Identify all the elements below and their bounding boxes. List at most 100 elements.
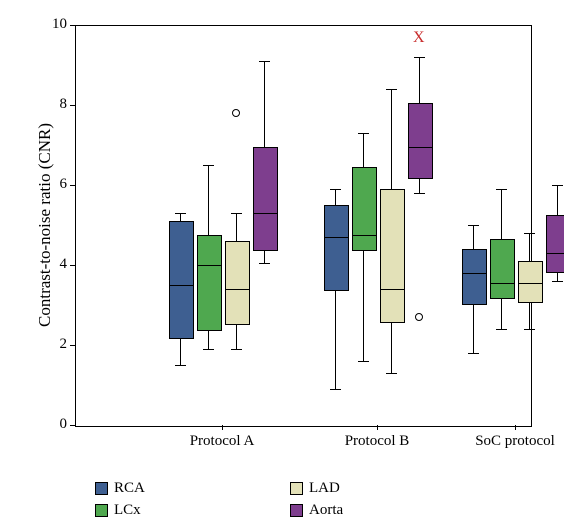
y-tick-mark xyxy=(70,105,75,106)
box xyxy=(462,249,487,305)
median-line xyxy=(324,237,348,238)
whisker-cap xyxy=(231,213,242,214)
whisker xyxy=(501,189,502,239)
median-line xyxy=(253,213,277,214)
y-tick-mark xyxy=(70,425,75,426)
box xyxy=(380,189,405,323)
legend-swatch xyxy=(95,504,108,517)
plot-area xyxy=(75,25,532,427)
box xyxy=(169,221,194,339)
y-tick-mark xyxy=(70,185,75,186)
whisker xyxy=(180,213,181,221)
x-tick-mark xyxy=(222,425,223,430)
box xyxy=(253,147,278,251)
whisker-cap xyxy=(496,329,507,330)
outlier-point xyxy=(232,109,240,117)
whisker xyxy=(529,233,530,261)
whisker-cap xyxy=(330,189,341,190)
whisker xyxy=(473,303,474,353)
box xyxy=(408,103,433,179)
median-line xyxy=(225,289,249,290)
whisker xyxy=(501,297,502,329)
annotation-marker: X xyxy=(413,29,425,47)
box xyxy=(518,261,543,303)
y-axis-label: Contrast-to-noise ratio (CNR) xyxy=(35,95,55,355)
whisker xyxy=(335,289,336,389)
y-tick-label: 10 xyxy=(37,16,67,33)
y-tick-label: 4 xyxy=(37,256,67,273)
whisker-cap xyxy=(259,61,270,62)
legend-item: RCA xyxy=(95,480,145,497)
y-tick-label: 8 xyxy=(37,96,67,113)
whisker-cap xyxy=(524,329,535,330)
box xyxy=(197,235,222,331)
legend-swatch xyxy=(95,482,108,495)
box xyxy=(324,205,349,291)
box xyxy=(225,241,250,325)
whisker xyxy=(419,177,420,193)
box xyxy=(546,215,564,273)
legend-item: LCx xyxy=(95,502,141,519)
whisker xyxy=(264,61,265,147)
median-line xyxy=(462,273,486,274)
whisker xyxy=(419,57,420,103)
box xyxy=(490,239,515,299)
whisker-cap xyxy=(524,233,535,234)
x-tick-mark xyxy=(377,425,378,430)
whisker-cap xyxy=(330,389,341,390)
median-line xyxy=(380,289,404,290)
whisker-cap xyxy=(496,189,507,190)
x-tick-label: Protocol A xyxy=(162,433,282,450)
whisker xyxy=(529,301,530,329)
whisker-cap xyxy=(358,361,369,362)
legend-item: LAD xyxy=(290,480,340,497)
x-tick-label: Protocol B xyxy=(317,433,437,450)
whisker-cap xyxy=(175,213,186,214)
whisker-cap xyxy=(259,263,270,264)
whisker-cap xyxy=(414,57,425,58)
whisker xyxy=(180,337,181,365)
legend-label: LCx xyxy=(114,502,141,519)
whisker xyxy=(363,133,364,167)
median-line xyxy=(546,253,564,254)
whisker-cap xyxy=(231,349,242,350)
x-tick-mark xyxy=(515,425,516,430)
median-line xyxy=(352,235,376,236)
whisker-cap xyxy=(358,133,369,134)
legend-swatch xyxy=(290,482,303,495)
y-tick-label: 6 xyxy=(37,176,67,193)
y-tick-label: 0 xyxy=(37,416,67,433)
y-tick-label: 2 xyxy=(37,336,67,353)
whisker xyxy=(391,321,392,373)
box xyxy=(352,167,377,251)
median-line xyxy=(197,265,221,266)
legend-item: Aorta xyxy=(290,502,343,519)
whisker xyxy=(236,213,237,241)
median-line xyxy=(518,283,542,284)
whisker-cap xyxy=(203,165,214,166)
whisker-cap xyxy=(203,349,214,350)
x-tick-label: SoC protocol xyxy=(455,433,564,450)
whisker-cap xyxy=(386,89,397,90)
whisker xyxy=(363,249,364,361)
whisker-cap xyxy=(414,193,425,194)
whisker xyxy=(391,89,392,189)
legend-label: Aorta xyxy=(309,502,343,519)
median-line xyxy=(408,147,432,148)
whisker xyxy=(264,249,265,263)
y-tick-mark xyxy=(70,25,75,26)
whisker-cap xyxy=(175,365,186,366)
cnr-boxplot-chart: Contrast-to-noise ratio (CNR) 0 2 4 6 8 10 Pr… xyxy=(0,0,564,525)
whisker-cap xyxy=(552,281,563,282)
whisker-cap xyxy=(386,373,397,374)
whisker xyxy=(208,329,209,349)
median-line xyxy=(490,283,514,284)
whisker xyxy=(473,225,474,249)
y-tick-mark xyxy=(70,265,75,266)
whisker xyxy=(335,189,336,205)
whisker xyxy=(236,323,237,349)
whisker xyxy=(208,165,209,235)
legend-label: RCA xyxy=(114,480,145,497)
whisker xyxy=(557,185,558,215)
whisker-cap xyxy=(468,353,479,354)
